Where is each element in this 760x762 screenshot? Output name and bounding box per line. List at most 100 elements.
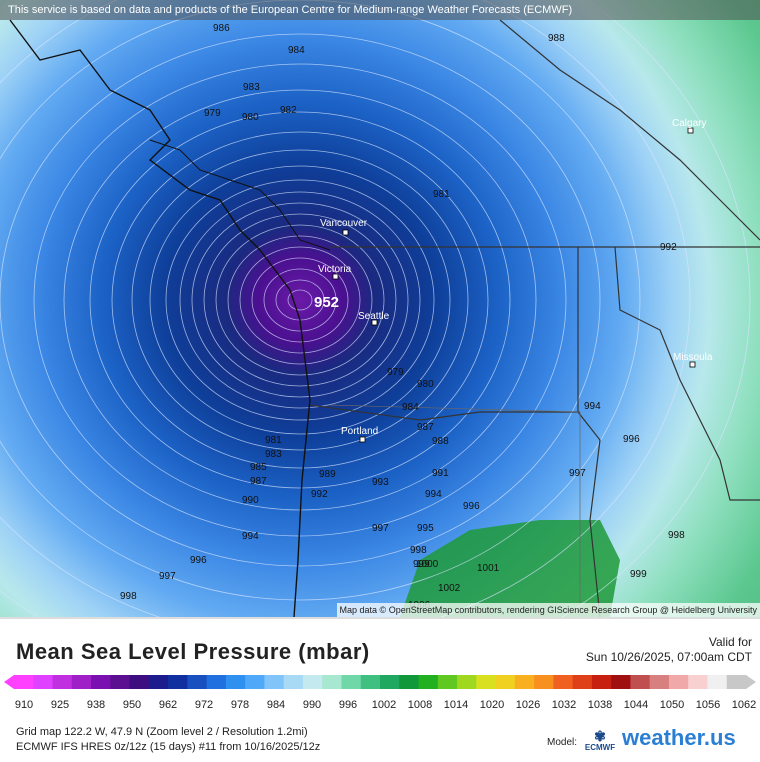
colorbar-tick-label: 910 (14, 699, 34, 711)
isobar-label: 985 (250, 462, 267, 473)
grid-map-info: Grid map 122.2 W, 47.9 N (Zoom level 2 /… (16, 726, 308, 738)
colorbar-swatch (649, 675, 670, 689)
colorbar-arrow-left (4, 675, 14, 689)
isobar-label: 983 (243, 82, 260, 93)
ecmwf-logo: ✾ ECMWF (582, 729, 618, 752)
isobar-label: 980 (242, 112, 259, 123)
model-label: Model: (547, 737, 578, 748)
isobar-label: 995 (417, 523, 434, 534)
colorbar-swatch (148, 675, 169, 689)
isobar-label: 1000 (416, 559, 439, 570)
isobar-label: 998 (668, 530, 685, 541)
high-pressure-area (400, 520, 620, 617)
pressure-map[interactable]: 986 984 988 983 979 982 980 981 979 980 … (0, 0, 760, 617)
colorbar-swatch (380, 675, 400, 689)
colorbar-swatch (14, 675, 34, 689)
color-scale-bar (4, 675, 756, 689)
isobar-label-group: 986 984 988 983 979 982 980 981 979 980 … (120, 23, 685, 611)
isobar-label: 996 (623, 434, 640, 445)
colorbar-swatch (707, 675, 728, 689)
isobar-label: 1001 (477, 563, 500, 574)
colorbar-swatch (476, 675, 497, 689)
colorbar-swatch (399, 675, 420, 689)
city-markers: Calgary Vancouver Victoria Seattle Misso… (318, 118, 713, 443)
ecmwf-banner: This service is based on data and produc… (0, 0, 760, 20)
colorbar-tick-label: 1020 (479, 699, 505, 711)
colorbar-swatch (668, 675, 689, 689)
colorbar-swatch (52, 675, 73, 689)
colorbar-tick-label: 1044 (623, 699, 649, 711)
isobar-label: 982 (280, 105, 297, 116)
colorbar-swatch (418, 675, 439, 689)
colorbar-tick-label: 1050 (659, 699, 685, 711)
isobar-label: 998 (120, 591, 137, 602)
isobar-label: 996 (463, 501, 480, 512)
isobar-label: 992 (311, 489, 328, 500)
valid-time: Sun 10/26/2025, 07:00am CDT (585, 650, 752, 664)
colorbar-swatch (726, 675, 747, 689)
colorbar-tick-label: 978 (230, 699, 250, 711)
isobar-label: 997 (159, 571, 176, 582)
colorbar-swatch (110, 675, 131, 689)
colorbar-swatch (91, 675, 111, 689)
map-attribution[interactable]: Map data © OpenStreetMap contributors, r… (336, 603, 760, 617)
colorbar-tick-label: 950 (122, 699, 142, 711)
colorbar-tick-label: 1062 (731, 699, 757, 711)
colorbar-arrow-right (746, 675, 756, 689)
city-calgary: Calgary (672, 118, 706, 134)
map-metadata: Grid map 122.2 W, 47.9 N (Zoom level 2 /… (16, 725, 320, 755)
isobar-label: 994 (425, 489, 442, 500)
city-seattle: Seattle (358, 311, 390, 326)
city-missoula: Missoula (673, 352, 713, 368)
isobar-label: 990 (242, 495, 259, 506)
colorbar-swatch (553, 675, 574, 689)
isobar-label: 999 (630, 569, 647, 580)
colorbar-swatch (495, 675, 516, 689)
isobar-label: 979 (204, 108, 221, 119)
city-label: Portland (341, 426, 378, 437)
model-run-info: ECMWF IFS HRES 0z/12z (15 days) #11 from… (16, 741, 321, 753)
colorbar-tick-label: 1032 (551, 699, 577, 711)
island-coast (149, 139, 331, 251)
weather-us-logo[interactable]: weather.us (622, 725, 736, 750)
isobar-label: 988 (548, 33, 565, 44)
colorbar-tick-label: 1056 (695, 699, 721, 711)
isobar-label: 999 (413, 559, 430, 570)
isobar-label: 983 (265, 449, 282, 460)
colorbar-swatch (264, 675, 285, 689)
colorbar-swatch (206, 675, 227, 689)
isobar-label: 984 (402, 402, 419, 413)
isobar-label: 981 (433, 189, 450, 200)
colorbar-tick-label: 1002 (371, 699, 397, 711)
isobar-label: 988 (432, 436, 449, 447)
colorbar-swatch (245, 675, 265, 689)
colorbar-swatch (302, 675, 323, 689)
isobar-label: 989 (319, 469, 336, 480)
colorbar-swatch (360, 675, 381, 689)
colorbar-swatch (71, 675, 92, 689)
isobar-label: 997 (372, 523, 389, 534)
legend-title: Mean Sea Level Pressure (mbar) (16, 639, 370, 664)
city-victoria: Victoria (318, 264, 352, 280)
colorbar-tick-label: 925 (50, 699, 70, 711)
city-label: Victoria (318, 264, 352, 275)
isobar-label: 987 (417, 422, 434, 433)
colorbar-swatch (33, 675, 54, 689)
isobar-label: 996 (190, 555, 207, 566)
city-label: Vancouver (320, 218, 368, 229)
colorbar-swatch (129, 675, 150, 689)
ecmwf-logo-text: ECMWF (584, 743, 616, 752)
colorbar-swatch (630, 675, 651, 689)
colorbar-tick-label: 996 (338, 699, 358, 711)
colorbar-tick-label: 1038 (587, 699, 613, 711)
colorbar-swatch (572, 675, 593, 689)
coastline (9, 19, 311, 617)
city-portland: Portland (341, 426, 378, 443)
isobar-label: 991 (432, 468, 449, 479)
colorbar-swatch (187, 675, 208, 689)
isobar-label: 980 (417, 379, 434, 390)
colorbar-tick-label: 1026 (515, 699, 541, 711)
colorbar-swatch (688, 675, 708, 689)
colorbar-swatch (322, 675, 342, 689)
isobar-label: 997 (569, 468, 586, 479)
